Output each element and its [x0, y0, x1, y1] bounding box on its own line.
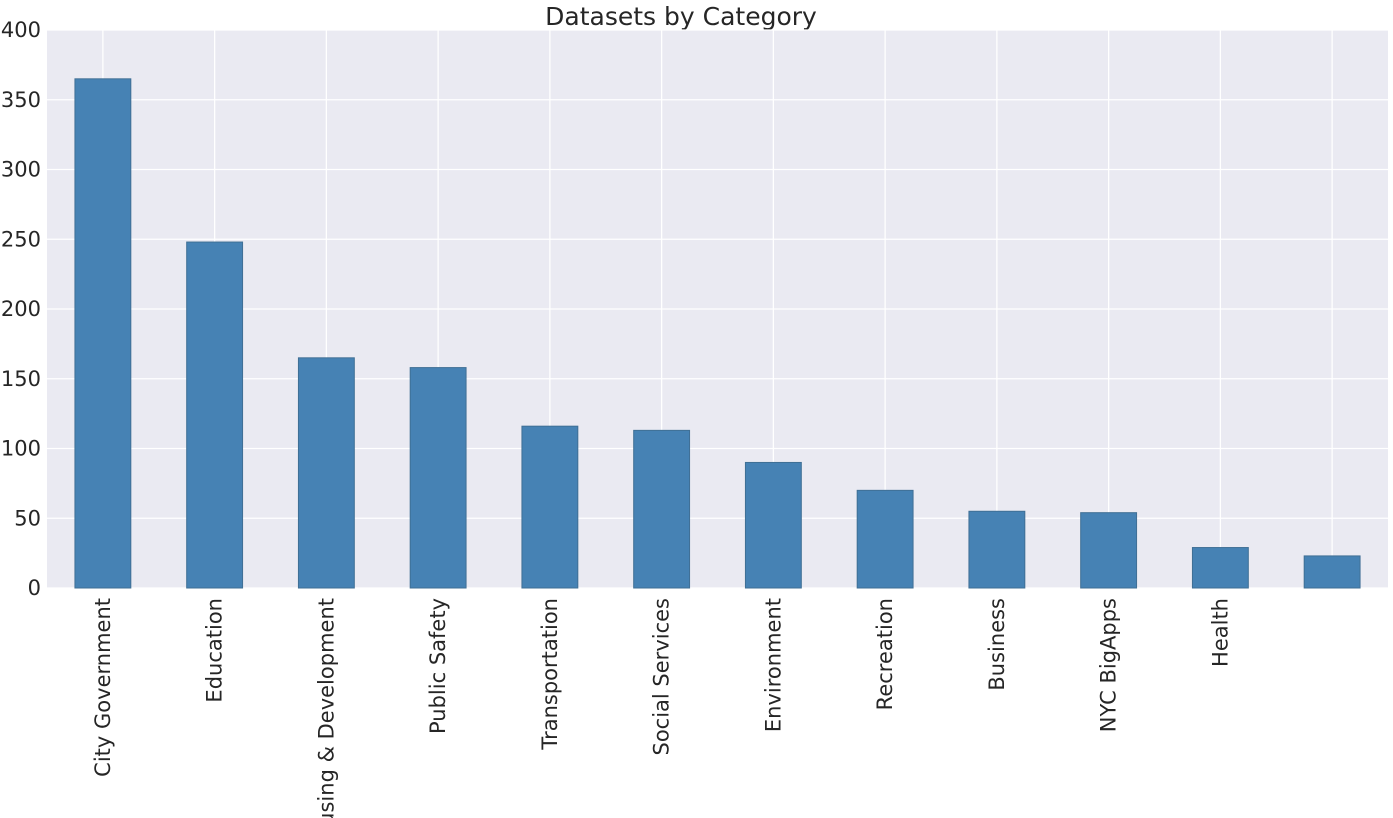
x-tick-label: Transportation: [538, 598, 562, 751]
plot-area: 0 50 100 150 200 250 300 350 400 City Government E…: [1, 18, 1388, 818]
y-tick-label: 250: [1, 227, 41, 251]
bar: [409, 367, 467, 589]
bar: [1080, 512, 1138, 589]
x-tick-label: Social Services: [650, 598, 674, 756]
y-tick-label: 400: [1, 18, 41, 42]
x-tick-label: Health: [1208, 598, 1232, 667]
bar: [1191, 547, 1249, 589]
x-tick-label: Education: [203, 598, 227, 703]
x-tick-label: City Government: [91, 598, 115, 777]
y-tick-label: 100: [1, 437, 41, 461]
bar: [74, 78, 132, 589]
y-tick-label: 300: [1, 158, 41, 182]
y-tick-label: 200: [1, 297, 41, 321]
y-tick-label: 0: [28, 576, 41, 600]
bar: [744, 461, 802, 589]
y-tick-label: 350: [1, 88, 41, 112]
bar: [297, 357, 355, 589]
bar: [968, 510, 1026, 589]
x-tick-label: Recreation: [873, 598, 897, 710]
bar: [633, 429, 691, 589]
bar: [521, 425, 579, 589]
x-tick-label: Environment: [761, 598, 785, 732]
x-tick-label: NYC BigApps: [1097, 598, 1121, 732]
x-tick-label: Housing & Development: [314, 598, 338, 818]
chart-title: Datasets by Category: [545, 2, 817, 31]
bar: [186, 241, 244, 589]
y-tick-label: 150: [1, 367, 41, 391]
x-tick-label: Business: [985, 598, 1009, 691]
x-tick-label: Public Safety: [426, 598, 450, 734]
bar: [856, 489, 914, 589]
y-tick-label: 50: [14, 506, 41, 530]
bar: [1303, 555, 1361, 589]
